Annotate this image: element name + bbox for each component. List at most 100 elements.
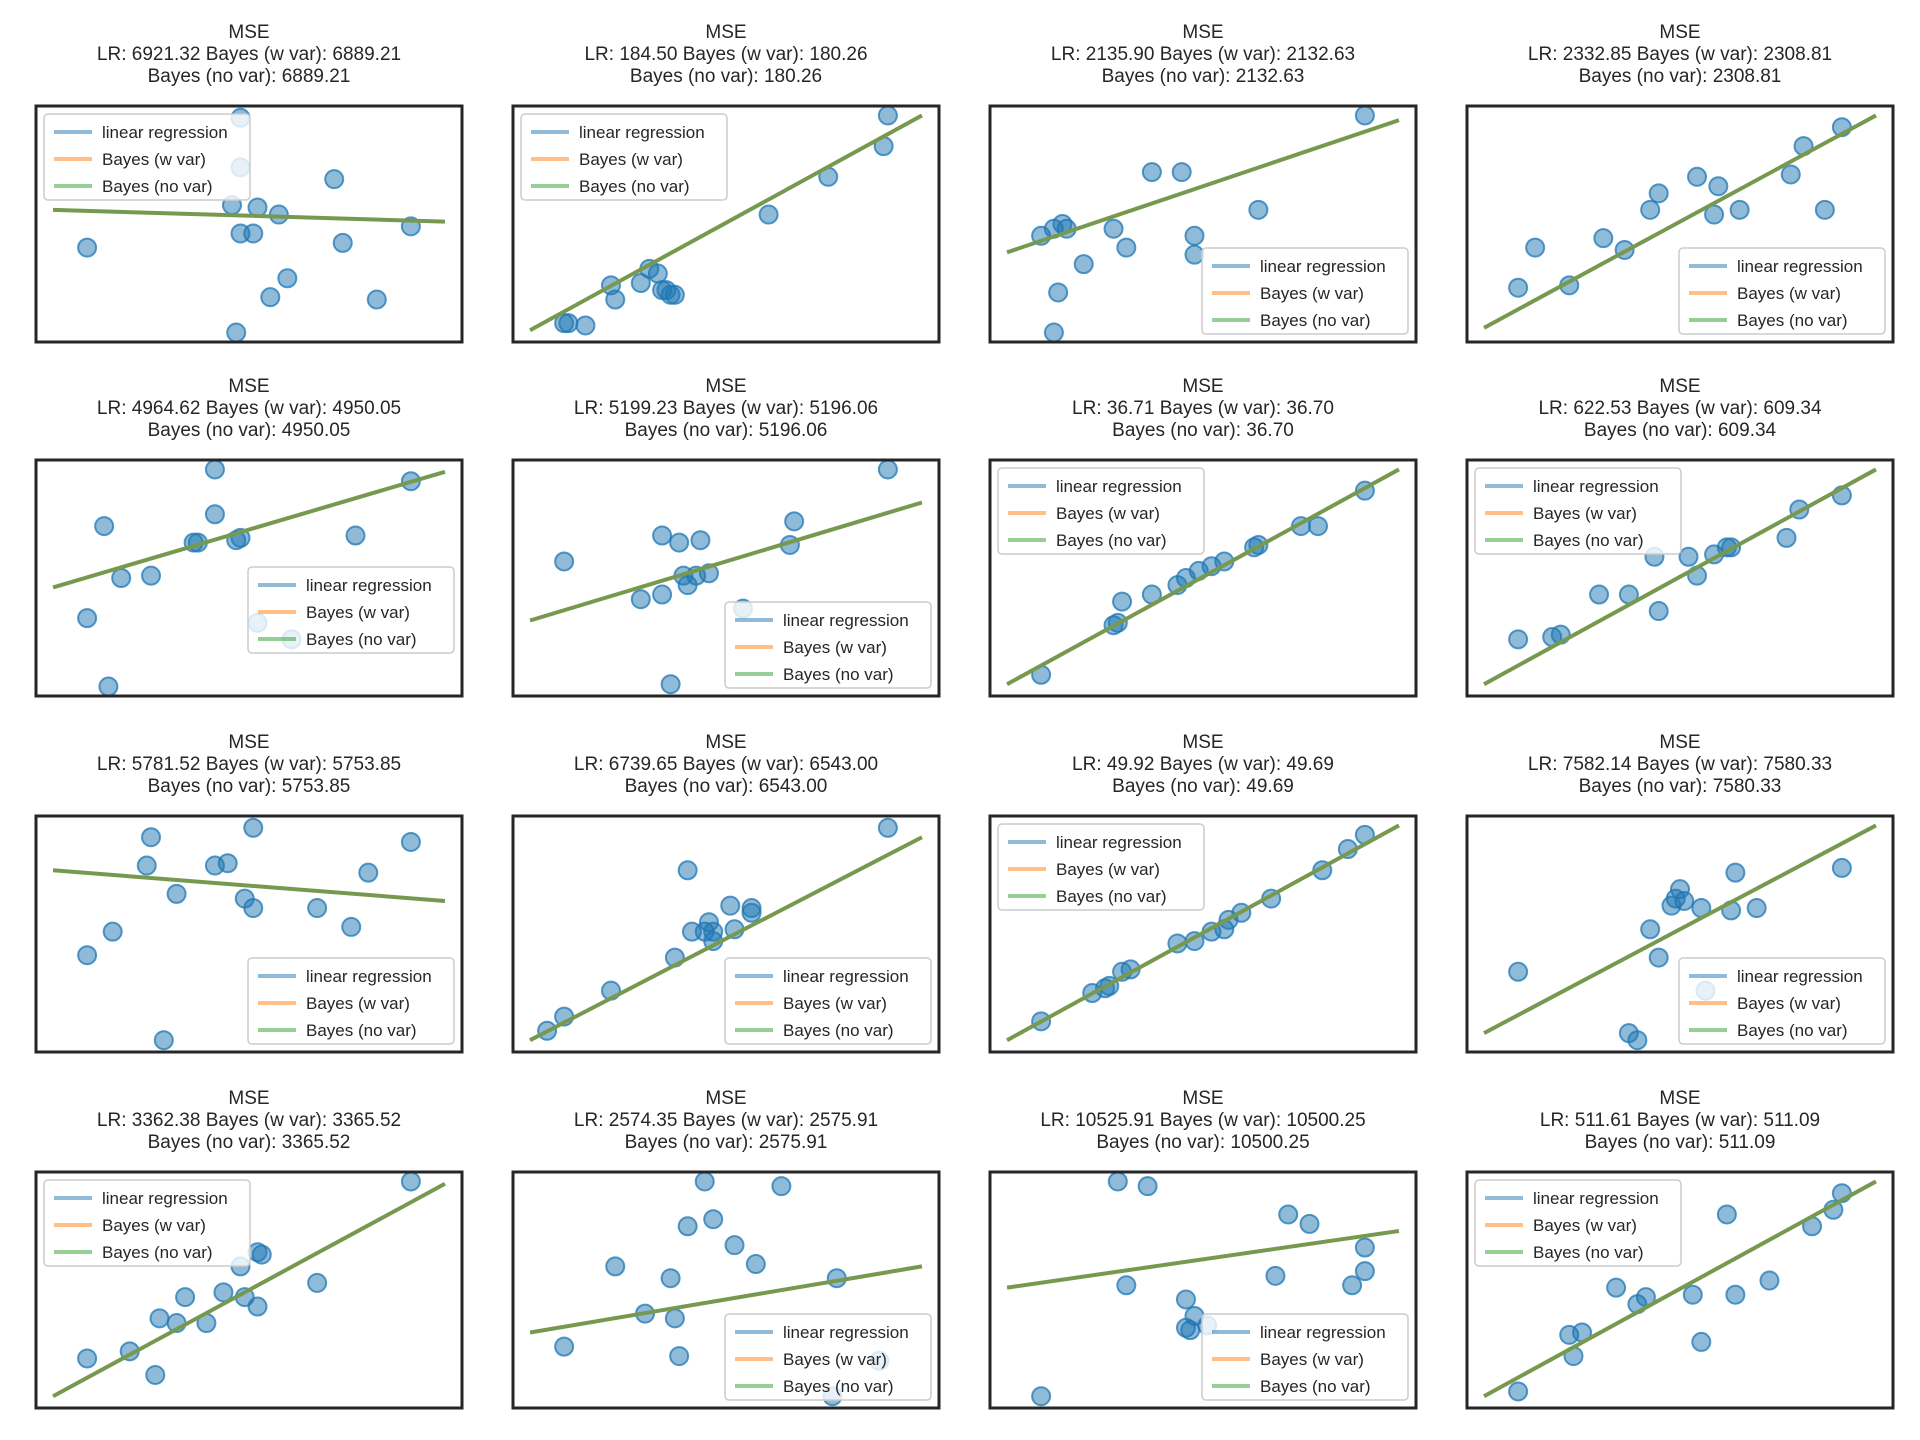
data-point bbox=[877, 817, 898, 838]
data-point bbox=[1116, 1275, 1137, 1296]
legend: linear regression Bayes (w var) Bayes (no … bbox=[1201, 1313, 1409, 1401]
data-point bbox=[77, 237, 98, 258]
axes-frame bbox=[1465, 1170, 1895, 1410]
legend-box bbox=[247, 566, 455, 654]
legend-label: Bayes (w var) bbox=[1533, 1216, 1637, 1235]
data-point bbox=[1043, 322, 1064, 342]
subplot-subtitle: LR: 5781.52 Bayes (w var): 5753.85 bbox=[97, 754, 401, 775]
plot-area bbox=[1483, 1179, 1877, 1402]
subplot-title: MSE bbox=[228, 376, 269, 397]
data-point bbox=[98, 676, 119, 696]
data-point bbox=[247, 197, 268, 218]
subplot-subtitle: LR: 4964.62 Bayes (w var): 4950.05 bbox=[97, 398, 401, 419]
data-point bbox=[400, 1172, 421, 1192]
subplot-subtitle: Bayes (no var): 3365.52 bbox=[148, 1132, 351, 1153]
legend: linear regression Bayes (w var) Bayes (no … bbox=[724, 1313, 932, 1401]
legend: linear regression Bayes (w var) Bayes (no … bbox=[1474, 467, 1682, 555]
subplot-subtitle: Bayes (no var): 5196.06 bbox=[625, 420, 828, 441]
legend: linear regression Bayes (w var) Bayes (no … bbox=[520, 113, 728, 201]
subplot-subtitle: Bayes (no var): 2575.91 bbox=[625, 1132, 828, 1153]
legend-label: Bayes (w var) bbox=[783, 994, 887, 1013]
data-point bbox=[741, 902, 762, 923]
subplot-title: MSE bbox=[1659, 22, 1700, 43]
legend-label: Bayes (no var) bbox=[1260, 311, 1371, 330]
subplot-subtitle: Bayes (no var): 6889.21 bbox=[148, 66, 351, 87]
legend-label: linear regression bbox=[1056, 477, 1182, 496]
data-point bbox=[1171, 162, 1192, 183]
legend-label: linear regression bbox=[1260, 257, 1386, 276]
fit-line bbox=[52, 469, 446, 590]
data-point bbox=[1175, 1289, 1196, 1310]
plot-area bbox=[52, 817, 446, 1051]
data-point bbox=[1525, 237, 1546, 258]
data-point bbox=[677, 575, 698, 596]
subplot-subtitle: LR: 5199.23 Bayes (w var): 5196.06 bbox=[574, 398, 878, 419]
legend: linear regression Bayes (w var) Bayes (no … bbox=[247, 566, 455, 654]
data-point bbox=[605, 1256, 626, 1277]
legend-label: linear regression bbox=[783, 1323, 909, 1342]
data-point bbox=[1508, 277, 1529, 298]
data-point bbox=[1746, 898, 1767, 919]
data-point bbox=[141, 827, 162, 848]
data-point bbox=[1708, 176, 1729, 197]
axes-frame bbox=[511, 458, 941, 698]
legend-label: Bayes (w var) bbox=[306, 603, 410, 622]
legend-label: Bayes (no var) bbox=[783, 665, 894, 684]
data-point bbox=[698, 912, 719, 933]
plot-area bbox=[1483, 823, 1877, 1051]
legend-box bbox=[1678, 247, 1886, 335]
legend: linear regression Bayes (w var) Bayes (no … bbox=[724, 957, 932, 1045]
data-point bbox=[630, 589, 651, 610]
legend-label: Bayes (w var) bbox=[1737, 994, 1841, 1013]
data-point bbox=[1299, 1213, 1320, 1234]
legend-label: linear regression bbox=[102, 123, 228, 142]
subplot-subtitle: LR: 2135.90 Bayes (w var): 2132.63 bbox=[1051, 44, 1355, 65]
data-point bbox=[77, 945, 98, 966]
data-point bbox=[175, 1287, 196, 1308]
legend-label: linear regression bbox=[1737, 257, 1863, 276]
legend-box bbox=[43, 113, 251, 201]
data-point bbox=[136, 855, 157, 876]
data-point bbox=[1776, 527, 1797, 548]
legend: linear regression Bayes (w var) Bayes (no … bbox=[997, 823, 1205, 911]
data-point bbox=[1687, 166, 1708, 187]
legend-box bbox=[724, 1313, 932, 1401]
legend: linear regression Bayes (w var) Bayes (no … bbox=[43, 1179, 251, 1267]
subplot-subtitle: LR: 184.50 Bayes (w var): 180.26 bbox=[584, 44, 867, 65]
data-point bbox=[277, 268, 298, 289]
data-point bbox=[1265, 1265, 1286, 1286]
axes-frame bbox=[988, 458, 1418, 698]
legend-label: Bayes (w var) bbox=[1737, 284, 1841, 303]
axes-frame bbox=[1465, 814, 1895, 1054]
data-point bbox=[664, 284, 685, 305]
fit-line bbox=[52, 207, 446, 224]
subplot-subtitle: LR: 49.92 Bayes (w var): 49.69 bbox=[1072, 754, 1334, 775]
subplot-title: MSE bbox=[705, 1088, 746, 1109]
subplot-subtitle: LR: 10525.91 Bayes (w var): 10500.25 bbox=[1040, 1110, 1365, 1131]
plot-area bbox=[529, 817, 923, 1042]
legend-label: linear regression bbox=[102, 1189, 228, 1208]
data-point bbox=[1691, 1331, 1712, 1352]
subplot-title: MSE bbox=[705, 376, 746, 397]
legend-label: Bayes (w var) bbox=[1056, 860, 1160, 879]
legend-box bbox=[724, 601, 932, 689]
plot-area bbox=[1483, 467, 1877, 686]
fit-line bbox=[1006, 467, 1400, 686]
data-point bbox=[1665, 888, 1686, 909]
data-point bbox=[575, 315, 596, 336]
data-point bbox=[1725, 1284, 1746, 1305]
legend-label: linear regression bbox=[1533, 477, 1659, 496]
subplot-subtitle: LR: 6921.32 Bayes (w var): 6889.21 bbox=[97, 44, 401, 65]
legend-label: Bayes (w var) bbox=[306, 994, 410, 1013]
data-point bbox=[669, 1346, 690, 1367]
data-point bbox=[226, 322, 247, 342]
fit-line bbox=[1006, 823, 1400, 1042]
data-point bbox=[1116, 237, 1137, 258]
subplot-subtitle: LR: 622.53 Bayes (w var): 609.34 bbox=[1538, 398, 1821, 419]
data-point bbox=[111, 568, 132, 588]
